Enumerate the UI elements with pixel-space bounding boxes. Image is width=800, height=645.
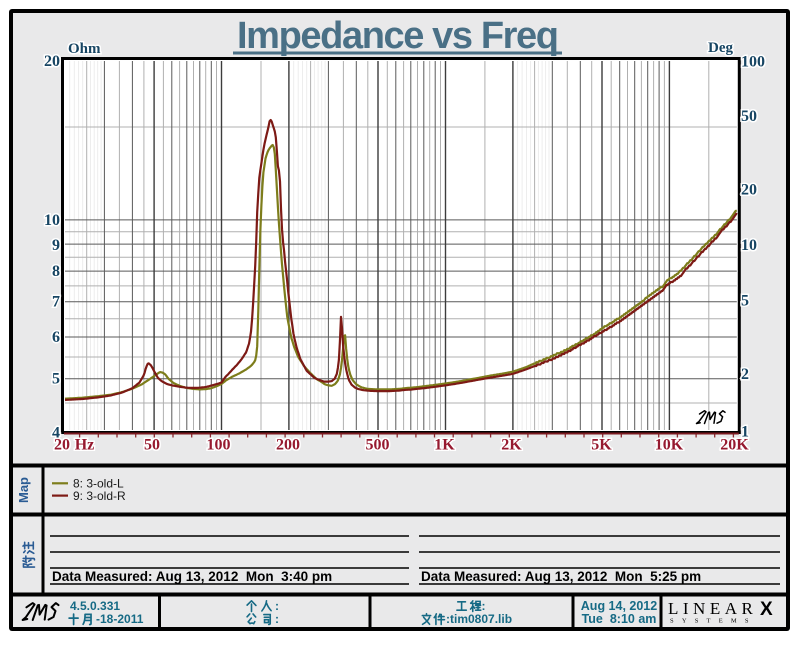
svg-text:Map: Map bbox=[16, 477, 31, 503]
svg-text:20K: 20K bbox=[720, 437, 749, 454]
svg-text::: : bbox=[482, 599, 486, 613]
svg-text:X: X bbox=[760, 599, 773, 620]
svg-text:9: 3-old-R: 9: 3-old-R bbox=[73, 489, 126, 503]
svg-text:20: 20 bbox=[44, 53, 60, 70]
svg-text:2: 2 bbox=[741, 366, 749, 383]
svg-text:LINEAR: LINEAR bbox=[668, 599, 757, 618]
svg-text:7: 7 bbox=[52, 294, 60, 311]
svg-text:Deg: Deg bbox=[708, 40, 733, 56]
svg-text:1K: 1K bbox=[434, 437, 455, 454]
svg-text:10: 10 bbox=[44, 212, 60, 229]
svg-text:9: 9 bbox=[52, 237, 60, 254]
svg-text:100: 100 bbox=[741, 54, 765, 71]
svg-text:20: 20 bbox=[741, 182, 757, 199]
svg-text:Tue 8:10 am: Tue 8:10 am bbox=[582, 612, 657, 626]
svg-text:20: 20 bbox=[54, 437, 70, 454]
svg-text:6: 6 bbox=[52, 329, 60, 346]
svg-text:1: 1 bbox=[741, 424, 749, 441]
svg-text::: : bbox=[275, 599, 279, 613]
svg-text:10K: 10K bbox=[655, 437, 684, 454]
svg-text:Ohm: Ohm bbox=[68, 41, 101, 57]
svg-text:200: 200 bbox=[276, 437, 300, 454]
svg-text:Impedance vs Freq: Impedance vs Freq bbox=[237, 15, 559, 57]
svg-text:8: 8 bbox=[52, 263, 60, 280]
svg-text:-18-2011: -18-2011 bbox=[96, 612, 144, 626]
svg-text:5: 5 bbox=[52, 371, 60, 388]
svg-text:8: 3-old-L: 8: 3-old-L bbox=[73, 477, 124, 491]
svg-text:2K: 2K bbox=[501, 437, 522, 454]
svg-text:Data Measured: Aug 13, 2012 M: Data Measured: Aug 13, 2012 Mon 3:40 pm bbox=[52, 569, 332, 584]
svg-text:Hz: Hz bbox=[75, 437, 95, 454]
svg-text:4.5.0.331: 4.5.0.331 bbox=[70, 599, 120, 613]
svg-text:5: 5 bbox=[741, 293, 749, 310]
svg-text:Aug 14, 2012: Aug 14, 2012 bbox=[581, 599, 657, 613]
svg-text:10: 10 bbox=[741, 237, 757, 254]
svg-text::: : bbox=[275, 612, 279, 626]
svg-text:500: 500 bbox=[366, 437, 390, 454]
svg-text::tim0807.lib: :tim0807.lib bbox=[446, 612, 512, 626]
svg-text:Data Measured: Aug 13, 2012 M: Data Measured: Aug 13, 2012 Mon 5:25 pm bbox=[421, 569, 701, 584]
svg-text:4: 4 bbox=[52, 425, 60, 442]
svg-text:50: 50 bbox=[741, 108, 757, 125]
svg-text:100: 100 bbox=[207, 437, 231, 454]
svg-text:50: 50 bbox=[144, 437, 160, 454]
svg-text:SYSTEMS: SYSTEMS bbox=[670, 618, 757, 625]
svg-text:5K: 5K bbox=[591, 437, 612, 454]
